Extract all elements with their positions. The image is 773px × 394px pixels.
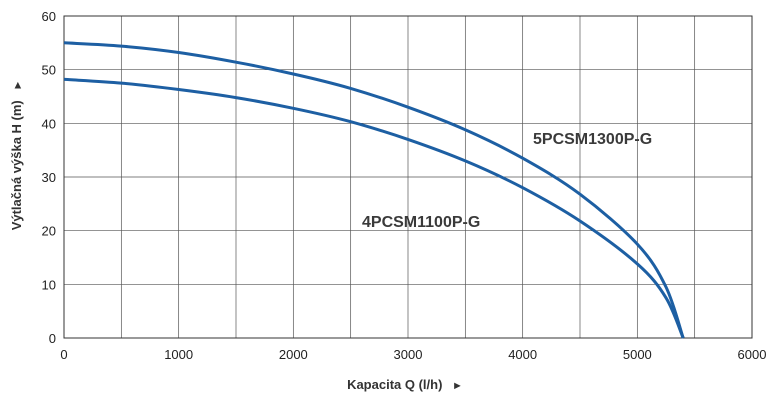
series-line <box>63 41 685 339</box>
x-axis-arrow-icon: ► <box>452 380 463 392</box>
series-line <box>63 77 685 339</box>
y-tick-labels: 0 10 20 30 40 50 60 <box>42 9 56 346</box>
x-tick-label: 2000 <box>279 347 308 362</box>
x-tick-label: 6000 <box>738 347 767 362</box>
x-tick-labels: 0 1000 2000 3000 4000 5000 6000 <box>60 347 766 362</box>
x-tick-label: 5000 <box>623 347 652 362</box>
y-tick-label: 10 <box>42 277 56 292</box>
series-lines <box>63 41 685 339</box>
plot-frame <box>63 15 753 339</box>
y-tick-label: 40 <box>42 116 56 131</box>
y-tick-label: 0 <box>49 331 56 346</box>
x-tick-label: 0 <box>60 347 67 362</box>
series-label: 5PCSM1300P-G <box>533 131 652 148</box>
x-tick-label: 1000 <box>164 347 193 362</box>
grid-lines <box>64 16 752 338</box>
y-axis-title: Výtlačná výška H (m) ► <box>9 80 24 231</box>
series-labels: 5PCSM1300P-G 4PCSM1100P-G <box>362 131 652 231</box>
x-axis-title: Kapacita Q (l/h) ► <box>347 377 463 392</box>
y-tick-label: 20 <box>42 224 56 239</box>
series-label: 4PCSM1100P-G <box>362 214 480 231</box>
y-axis-arrow-icon: ► <box>12 80 24 91</box>
plot-border <box>63 15 753 339</box>
y-tick-label: 50 <box>42 63 56 78</box>
x-tick-label: 3000 <box>394 347 423 362</box>
x-tick-label: 4000 <box>508 347 537 362</box>
y-tick-label: 60 <box>42 9 56 24</box>
y-tick-label: 30 <box>42 170 56 185</box>
